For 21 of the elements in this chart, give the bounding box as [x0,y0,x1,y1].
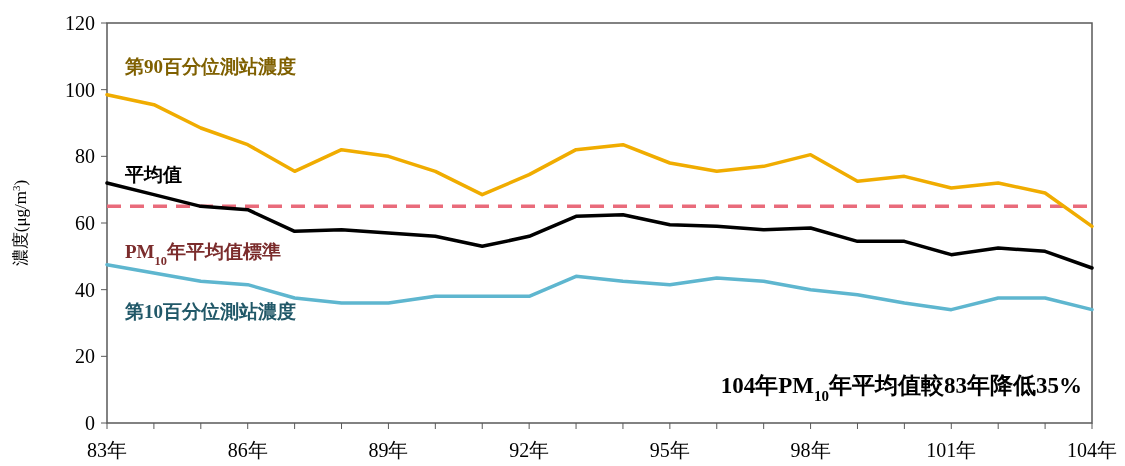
line-series [105,92,1094,229]
x-tick-label: 98年 [790,439,831,461]
y-tick-label: 40 [75,278,95,301]
x-tick-label: 104年 [1067,439,1117,461]
series-label: 第10百分位測站濃度 [124,300,296,322]
x-tick-label: 95年 [649,439,690,461]
y-tick-label: 60 [75,212,95,234]
y-tick-label: 100 [65,78,95,101]
y-tick-label: 80 [75,145,95,168]
y-tick-label: 20 [75,345,95,368]
ref-line-label: PM$_{10}$年平均值標準 [125,241,281,269]
x-tick-label: 86年 [227,439,268,461]
x-tick-label: 83年 [87,439,127,461]
series-label: 平均值 [124,164,182,185]
x-tick-label: 89年 [368,439,409,461]
x-tick-label: 101年 [926,439,977,461]
x-tick-label: 92年 [509,439,550,461]
series-label: 第90百分位測站濃度 [124,55,296,77]
annotation: 104年PM$_{10}$年平均值較83年降低35% [720,373,1082,404]
y-tick-label: 120 [65,12,95,34]
y-tick-label: 0 [85,412,95,434]
